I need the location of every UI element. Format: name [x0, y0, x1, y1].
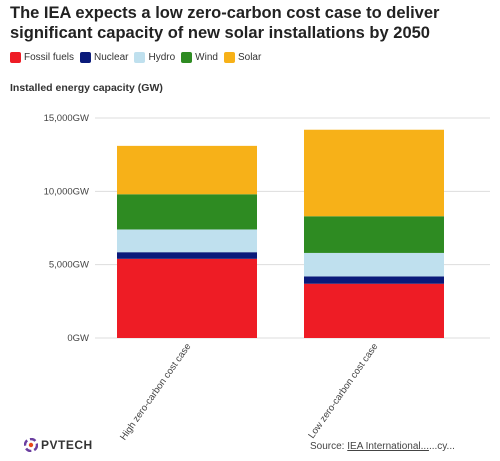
- x-tick-label: Low zero-carbon cost case: [306, 341, 380, 440]
- pvtech-logo-icon: [24, 438, 38, 452]
- legend-swatch-wind: [181, 51, 193, 63]
- source-link[interactable]: IEA International...: [347, 441, 429, 452]
- legend-label-hydro: Hydro: [148, 51, 176, 63]
- y-axis-title: Installed energy capacity (GW): [10, 82, 163, 94]
- bar-segment-solar: [304, 129, 444, 217]
- source-note: Source: IEA International......cy...: [310, 441, 455, 452]
- legend-item-hydro: Hydro: [134, 51, 176, 63]
- pvtech-logo: PVTECH: [24, 438, 93, 452]
- bar-segment-solar: [117, 145, 257, 195]
- legend-item-nuclear: Nuclear: [80, 51, 129, 63]
- legend-swatch-hydro: [134, 51, 146, 63]
- legend-label-wind: Wind: [195, 51, 218, 63]
- y-tick-label: 10,000GW: [44, 186, 89, 197]
- y-tick-label: 15,000GW: [44, 113, 89, 124]
- logo-text: PVTECH: [41, 438, 93, 452]
- bars: [117, 129, 444, 338]
- legend-label-nuclear: Nuclear: [94, 51, 129, 63]
- legend-item-fossil-fuels: Fossil fuels: [10, 51, 75, 63]
- bar-segment-fossil-fuels: [117, 258, 257, 338]
- source-label: Source:: [310, 441, 348, 452]
- bar-segment-nuclear: [304, 276, 444, 284]
- chart-title: The IEA expects a low zero-carbon cost c…: [10, 4, 440, 42]
- y-tick-label: 0GW: [67, 333, 89, 344]
- legend-swatch-fossil-fuels: [10, 51, 21, 63]
- bar-segment-nuclear: [117, 252, 257, 259]
- legend-swatch-nuclear: [80, 51, 92, 63]
- legend-item-wind: Wind: [181, 51, 218, 63]
- legend-swatch-solar: [223, 51, 235, 63]
- bar-segment-wind: [304, 216, 444, 253]
- legend-label-solar: Solar: [237, 51, 262, 63]
- legend: Fossil fuels Nuclear Hydro Wind Solar: [10, 50, 267, 64]
- bar-segment-hydro: [304, 252, 444, 277]
- y-tick-label: 5,000GW: [49, 260, 89, 271]
- bar-segment-hydro: [117, 229, 257, 253]
- legend-item-solar: Solar: [223, 51, 262, 63]
- x-tick-label: High zero-carbon cost case: [118, 341, 193, 442]
- source-tail: ...cy...: [428, 441, 455, 452]
- bar-segment-fossil-fuels: [304, 283, 444, 338]
- x-tick-labels: High zero-carbon cost case Low zero-carbo…: [118, 341, 380, 442]
- bar-segment-wind: [117, 194, 257, 230]
- y-tick-labels: 0GW 5,000GW 10,000GW 15,000GW: [44, 113, 89, 344]
- legend-label-fossil-fuels: Fossil fuels: [24, 51, 75, 63]
